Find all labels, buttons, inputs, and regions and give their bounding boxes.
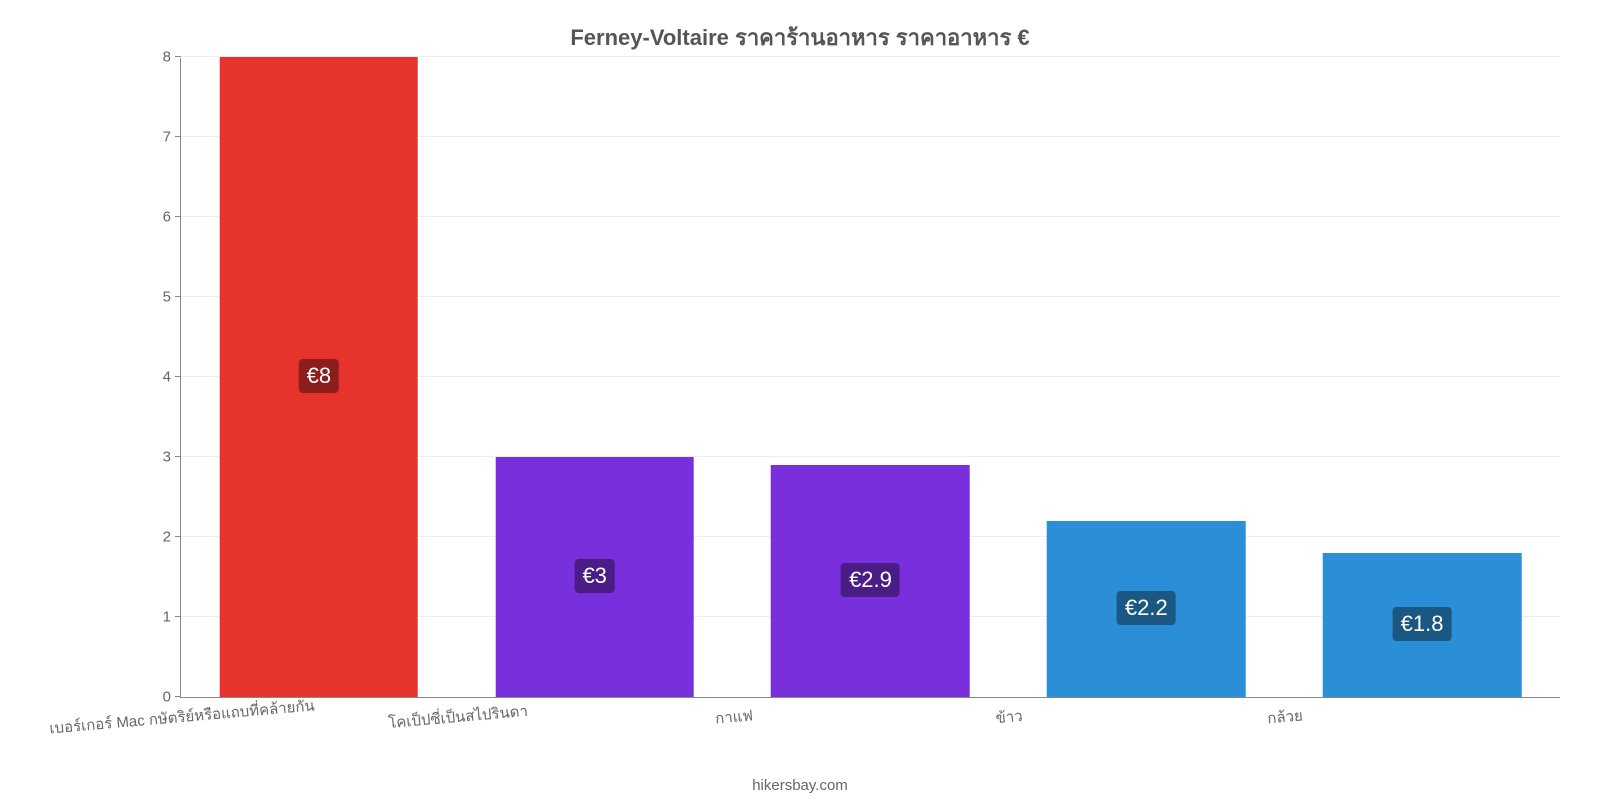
bar-value-label: €1.8 <box>1393 607 1452 641</box>
bar-slot: €2.2ข้าว <box>1008 58 1284 697</box>
ytick-label: 2 <box>163 529 171 546</box>
xtick-label: ข้าว <box>995 704 1024 730</box>
ytick-label: 6 <box>163 209 171 226</box>
bar-slot: €2.9กาแฟ <box>733 58 1009 697</box>
ytick-label: 5 <box>163 289 171 306</box>
bar-slot: €1.8กล้วย <box>1284 58 1560 697</box>
bar-value-label: €3 <box>574 559 614 593</box>
xtick-label: กล้วย <box>1267 703 1304 730</box>
ytick-label: 7 <box>163 129 171 146</box>
ytick-label: 8 <box>163 49 171 66</box>
chart-plot-area: 012345678 €8เบอร์เกอร์ Mac กษัตริย์หรือแ… <box>180 58 1560 698</box>
ytick-label: 4 <box>163 369 171 386</box>
bar-slot: €8เบอร์เกอร์ Mac กษัตริย์หรือแถบที่คล้าย… <box>181 58 457 697</box>
bars-container: €8เบอร์เกอร์ Mac กษัตริย์หรือแถบที่คล้าย… <box>181 58 1560 697</box>
bar-value-label: €8 <box>299 359 339 393</box>
xtick-label: กาแฟ <box>714 703 754 730</box>
ytick-mark <box>175 56 181 57</box>
bar-value-label: €2.9 <box>841 563 900 597</box>
ytick-label: 3 <box>163 449 171 466</box>
xtick-label: โคเป็ปซี่เป็นสไปรินดา <box>387 699 529 735</box>
bar-slot: €3โคเป็ปซี่เป็นสไปรินดา <box>457 58 733 697</box>
xtick-label: เบอร์เกอร์ Mac กษัตริย์หรือแถบที่คล้ายกั… <box>48 693 315 740</box>
ytick-label: 1 <box>163 609 171 626</box>
bar-value-label: €2.2 <box>1117 591 1176 625</box>
chart-credit: hikersbay.com <box>0 777 1600 794</box>
ytick-label: 0 <box>163 689 171 706</box>
chart-title: Ferney-Voltaire ราคาร้านอาหาร ราคาอาหาร … <box>0 0 1600 55</box>
